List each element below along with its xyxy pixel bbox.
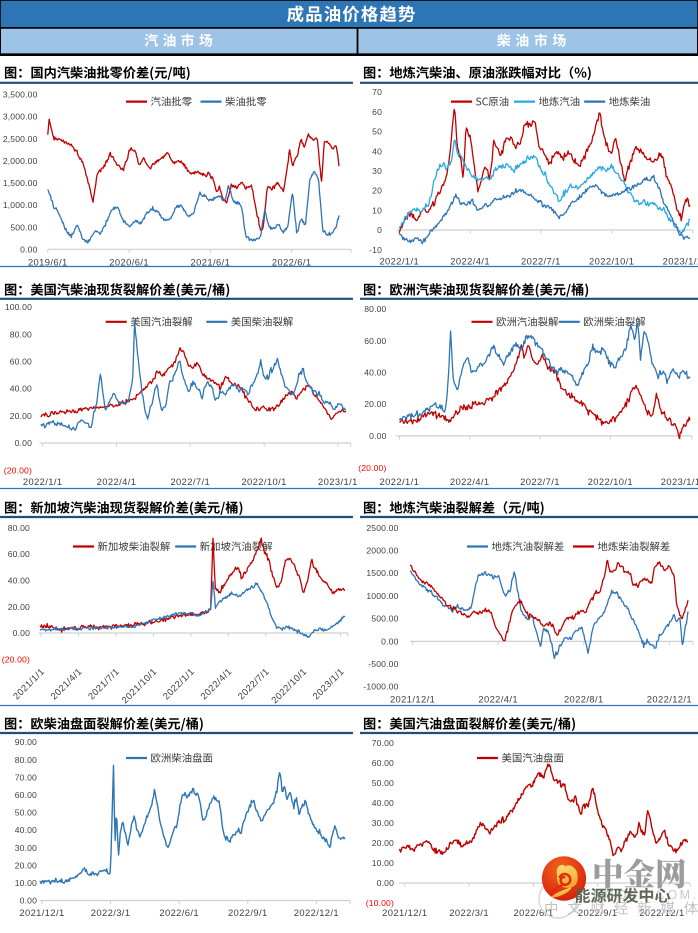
svg-text:2022/12/1: 2022/12/1 [647, 693, 692, 704]
svg-text:(20.00): (20.00) [2, 654, 30, 664]
svg-text:40: 40 [372, 146, 382, 156]
svg-text:20: 20 [372, 186, 382, 196]
svg-text:2021/6/1: 2021/6/1 [191, 257, 231, 268]
svg-text:-10: -10 [369, 245, 382, 255]
svg-text:80.00: 80.00 [15, 755, 37, 765]
svg-text:2022/10/1: 2022/10/1 [589, 256, 634, 267]
svg-text:2022/6/1: 2022/6/1 [272, 257, 312, 268]
svg-text:500.00: 500.00 [10, 222, 37, 232]
svg-text:2022/9/1: 2022/9/1 [578, 907, 618, 918]
svg-text:60.00: 60.00 [8, 549, 30, 559]
svg-text:20.00: 20.00 [10, 411, 32, 421]
svg-text:1000.00: 1000.00 [366, 591, 398, 601]
svg-text:100.00: 100.00 [5, 302, 32, 312]
svg-text:10: 10 [372, 205, 382, 215]
svg-text:2022/1/1: 2022/1/1 [23, 476, 63, 487]
svg-text:70: 70 [372, 87, 382, 97]
svg-text:2022/3/1: 2022/3/1 [91, 907, 131, 918]
svg-text:2500.00: 2500.00 [366, 523, 398, 533]
svg-text:0.00: 0.00 [377, 878, 394, 888]
svg-text:2022/8/1: 2022/8/1 [564, 693, 604, 704]
svg-text:2022/1/1: 2022/1/1 [380, 476, 420, 487]
svg-text:2023/1/1: 2023/1/1 [318, 476, 358, 487]
svg-text:2022/6/1: 2022/6/1 [514, 907, 554, 918]
svg-text:80.00: 80.00 [364, 304, 386, 314]
svg-text:2,000.00: 2,000.00 [3, 156, 38, 166]
svg-text:2022/7/1: 2022/7/1 [170, 476, 210, 487]
svg-text:0.00: 0.00 [13, 628, 30, 638]
svg-text:(20.00): (20.00) [4, 465, 32, 475]
svg-text:2023/1/1: 2023/1/1 [661, 476, 698, 487]
svg-text:0.00: 0.00 [15, 438, 32, 448]
svg-text:2021/12/1: 2021/12/1 [382, 907, 427, 918]
svg-text:2023/1/1: 2023/1/1 [663, 256, 698, 267]
svg-text:20.00: 20.00 [8, 602, 30, 612]
svg-text:0.00: 0.00 [369, 431, 386, 441]
svg-text:60.00: 60.00 [364, 336, 386, 346]
svg-text:(20.00): (20.00) [358, 463, 386, 473]
svg-text:40.00: 40.00 [15, 825, 37, 835]
svg-text:500.00: 500.00 [371, 614, 398, 624]
svg-text:2022/12/1: 2022/12/1 [294, 907, 339, 918]
svg-text:20.00: 20.00 [372, 838, 394, 848]
svg-text:2000.00: 2000.00 [366, 546, 398, 556]
svg-text:2022/4/1: 2022/4/1 [478, 693, 518, 704]
svg-text:3,000.00: 3,000.00 [3, 112, 38, 122]
svg-text:2022/4/1: 2022/4/1 [450, 476, 490, 487]
svg-text:2022/10/1: 2022/10/1 [588, 476, 633, 487]
svg-text:0.00: 0.00 [381, 636, 398, 646]
svg-text:(10.00): (10.00) [366, 898, 394, 908]
svg-text:1500.00: 1500.00 [366, 568, 398, 578]
svg-text:2,500.00: 2,500.00 [3, 134, 38, 144]
svg-text:2022/9/1: 2022/9/1 [228, 907, 268, 918]
svg-text:30.00: 30.00 [15, 843, 37, 853]
svg-text:40.00: 40.00 [10, 384, 32, 394]
svg-text:80.00: 80.00 [10, 329, 32, 339]
svg-text:50: 50 [372, 127, 382, 137]
svg-text:10.00: 10.00 [15, 878, 37, 888]
svg-text:60.00: 60.00 [10, 357, 32, 367]
svg-text:2019/6/1: 2019/6/1 [28, 257, 68, 268]
svg-text:90.00: 90.00 [15, 737, 37, 747]
svg-text:30.00: 30.00 [372, 818, 394, 828]
svg-text:2022/10/1: 2022/10/1 [241, 476, 286, 487]
svg-text:50.00: 50.00 [15, 808, 37, 818]
svg-text:-500.00: -500.00 [368, 659, 398, 669]
svg-text:40.00: 40.00 [364, 368, 386, 378]
svg-text:40.00: 40.00 [372, 798, 394, 808]
svg-text:50.00: 50.00 [372, 778, 394, 788]
svg-text:2020/6/1: 2020/6/1 [109, 257, 149, 268]
svg-text:0.00: 0.00 [20, 896, 37, 906]
svg-text:2022/6/1: 2022/6/1 [159, 907, 199, 918]
svg-text:1,500.00: 1,500.00 [3, 178, 38, 188]
svg-text:-1000.00: -1000.00 [363, 682, 398, 692]
svg-text:2022/7/1: 2022/7/1 [521, 256, 561, 267]
svg-text:2022/4/1: 2022/4/1 [450, 256, 490, 267]
svg-text:2022/1/1: 2022/1/1 [379, 256, 419, 267]
svg-text:3,500.00: 3,500.00 [3, 90, 38, 100]
svg-text:70.00: 70.00 [372, 738, 394, 748]
svg-text:2021/12/1: 2021/12/1 [19, 907, 64, 918]
svg-text:2021/12/1: 2021/12/1 [390, 693, 435, 704]
svg-text:70.00: 70.00 [15, 772, 37, 782]
svg-text:0: 0 [377, 225, 382, 235]
svg-text:2022/12/1: 2022/12/1 [639, 907, 684, 918]
svg-text:60.00: 60.00 [15, 790, 37, 800]
svg-text:80.00: 80.00 [8, 523, 30, 533]
svg-text:40.00: 40.00 [8, 576, 30, 586]
svg-text:20.00: 20.00 [364, 399, 386, 409]
svg-text:1,000.00: 1,000.00 [3, 200, 38, 210]
svg-text:20.00: 20.00 [15, 860, 37, 870]
svg-text:60: 60 [372, 107, 382, 117]
svg-text:2022/3/1: 2022/3/1 [449, 907, 489, 918]
svg-text:0.00: 0.00 [20, 244, 37, 254]
svg-text:60.00: 60.00 [372, 758, 394, 768]
svg-text:2022/4/1: 2022/4/1 [97, 476, 137, 487]
svg-text:2022/7/1: 2022/7/1 [520, 476, 560, 487]
svg-text:10.00: 10.00 [372, 858, 394, 868]
svg-text:30: 30 [372, 166, 382, 176]
